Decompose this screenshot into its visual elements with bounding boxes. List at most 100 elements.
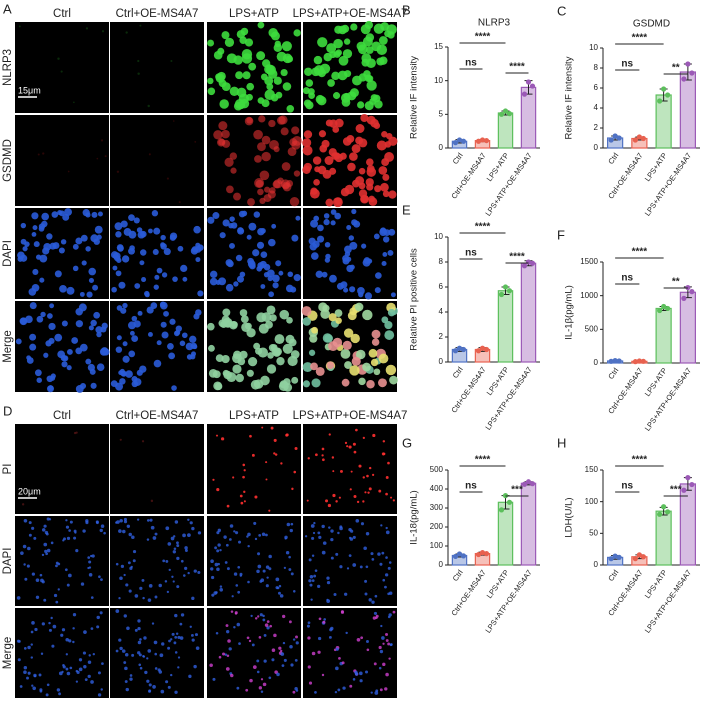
cell [374,185,382,193]
data-point [521,91,528,97]
cell [224,653,228,656]
cell [221,129,230,139]
cell [283,566,287,569]
cell [229,538,232,541]
cell [214,562,219,567]
cell [153,284,159,290]
cell [87,660,92,664]
cell [268,291,275,298]
cell [256,659,260,663]
cell [131,315,138,322]
cell [115,231,122,238]
cell [352,75,362,86]
cell [268,676,272,680]
cell [368,466,372,470]
cell [328,433,331,436]
cell [138,663,142,667]
cell [355,136,364,145]
cell [119,368,125,374]
cell [166,590,170,594]
cell [330,556,334,560]
cell [261,151,271,162]
cell [174,520,179,524]
cell [330,220,336,226]
cell [55,564,58,568]
significance-label: ns [621,59,633,70]
cell [362,309,373,321]
cell [177,245,184,252]
cell [318,130,327,138]
cell [325,198,334,207]
cell [123,573,126,577]
cell [291,487,294,491]
cell [379,688,383,692]
cell [61,361,68,368]
bar [679,71,696,149]
cell [212,212,220,220]
cell [209,277,218,286]
cell [15,338,22,345]
cell [45,552,49,556]
cell [357,287,365,295]
cell [119,438,122,441]
cell [249,678,253,683]
cell [371,338,380,346]
y-tick-label: 2 [439,332,444,341]
x-tick-label: LPS+ATP+OE-MS4A7 [483,365,533,432]
cell [124,666,128,671]
cell [20,222,27,229]
y-tick-label: 100 [585,497,599,506]
cell [194,140,197,143]
micrograph [15,608,109,698]
cell [255,179,264,188]
cell [102,348,110,356]
cell [235,254,243,262]
cell [122,355,130,363]
cell [149,518,153,522]
cell [96,331,102,338]
cell [272,180,281,189]
data-point [612,553,618,559]
cell [341,24,350,33]
cell [311,378,321,388]
y-axis-label: IL-18(pg/mL) [409,490,420,544]
cell [193,313,200,320]
y-tick-label: 8 [439,257,444,266]
cell [274,453,278,456]
cell [251,643,255,647]
cell [314,690,317,694]
cell [75,680,78,683]
cell [94,225,103,234]
cell [326,576,330,580]
data-point [632,359,638,365]
cell [185,342,194,351]
cell [317,531,321,535]
cell [139,638,142,641]
cell [263,271,270,278]
cell [258,533,262,537]
cell [261,135,271,145]
data-point [475,348,482,354]
cell [65,667,69,671]
cell [48,322,56,331]
cell [79,291,85,297]
cell [378,645,382,650]
micrograph [207,608,301,698]
cell [88,573,93,577]
cell [176,541,179,545]
cell [243,490,246,494]
cell [280,462,283,465]
cell [208,368,218,378]
cell [147,331,153,337]
data-point [525,79,532,85]
cell [330,537,334,542]
cell [218,277,227,286]
cell [162,559,166,563]
cell [384,687,388,691]
y-axis-label: Relative PI positive cells [409,248,420,351]
cell [254,155,262,163]
cell [364,101,374,111]
cell [75,549,79,553]
cell [209,663,213,667]
data-point [521,263,528,269]
